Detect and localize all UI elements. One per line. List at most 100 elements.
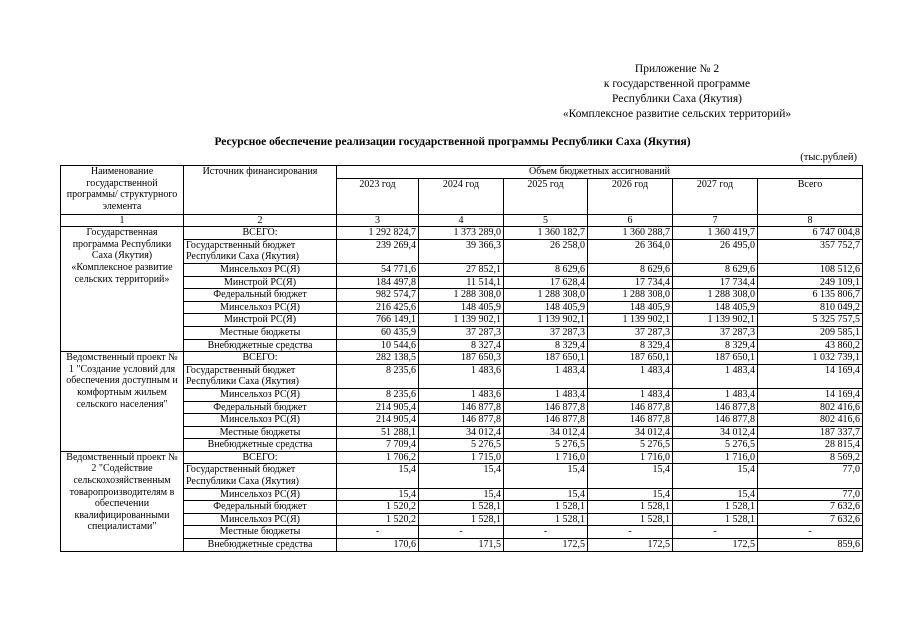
amount-cell: 17 734,4 <box>587 275 673 290</box>
appendix-header: Приложение № 2 к государственной програм… <box>527 62 827 122</box>
amount-cell: 15,4 <box>336 487 419 502</box>
amount-cell: - <box>336 525 419 540</box>
amount-cell: - <box>756 525 864 540</box>
amount-cell: 5 325 757,5 <box>756 313 864 327</box>
amount-cell: 1 360 288,7 <box>587 226 673 240</box>
amount-cell: 148 405,9 <box>503 300 588 315</box>
amount-cell: 1 483,4 <box>503 363 588 389</box>
amount-cell: 1 288 308,0 <box>672 288 758 302</box>
data-row: Государственная программа Республики Сах… <box>60 226 864 353</box>
funding-source: ВСЕГО: <box>183 226 337 240</box>
funding-source: ВСЕГО: <box>183 450 337 465</box>
funding-source: Минсельхоз РС(Я) <box>183 262 337 277</box>
number-cell: 2 <box>183 213 337 228</box>
funding-source: Минстрой РС(Я) <box>183 275 337 290</box>
amount-cell: - <box>587 525 673 540</box>
funding-source: Минстрой РС(Я) <box>183 313 337 327</box>
amount-cell: 187 650,3 <box>418 351 504 365</box>
year-cell: 2025 год <box>503 177 588 215</box>
year-cell: Всего <box>756 177 864 215</box>
amount-cell: 6 747 004,8 <box>756 226 864 240</box>
amount-cell: 15,4 <box>503 463 588 489</box>
amount-cell: 17 734,4 <box>672 275 758 290</box>
amount-cell: 51 288,1 <box>336 425 419 440</box>
data-row: Местные бюджеты - - - - - - <box>61 525 864 540</box>
amount-cell: 1 483,4 <box>672 387 758 402</box>
amount-cell: 184 497,8 <box>336 275 419 290</box>
amount-cell: 26 258,0 <box>503 238 588 264</box>
amount-cell: 34 012,4 <box>418 425 504 440</box>
amount-cell: 1 520,2 <box>336 512 419 527</box>
amount-cell: 15,4 <box>672 487 758 502</box>
amount-cell: 148 405,9 <box>587 300 673 315</box>
amount-cell: 146 877,8 <box>587 400 673 415</box>
amount-cell: 187 650,1 <box>672 351 758 365</box>
amount-cell: 1 716,0 <box>503 450 588 465</box>
header-cell: Наименование государственной программы/ … <box>60 165 184 215</box>
amount-cell: 766 149,1 <box>336 313 419 327</box>
amount-cell: 7 632,6 <box>756 512 864 527</box>
amount-cell: 249 109,1 <box>756 275 864 290</box>
funding-source: Минсельхоз РС(Я) <box>183 300 337 315</box>
amount-cell: 77,0 <box>756 463 864 489</box>
number-cell: 6 <box>587 213 673 228</box>
amount-cell: 171,5 <box>418 538 504 552</box>
element-name: Ведомственный проект № 2 "Содействие сел… <box>60 450 184 552</box>
amount-cell: - <box>418 525 504 540</box>
funding-source: Минсельхоз РС(Я) <box>183 413 337 427</box>
amount-cell: 60 435,9 <box>336 325 419 340</box>
amount-cell: 170,6 <box>336 538 419 552</box>
amount-cell: 8 569,2 <box>756 450 864 465</box>
header-row: 2023 год 2024 год 2025 год 2026 год 2027 год… <box>61 177 864 215</box>
element-name: Ведомственный проект № 1 "Создание услов… <box>60 351 184 452</box>
amount-cell: 10 544,6 <box>336 338 419 353</box>
amount-cell: 282 138,5 <box>336 351 419 365</box>
funding-source: Минсельхоз РС(Я) <box>183 512 337 527</box>
amount-cell: 39 366,3 <box>418 238 504 264</box>
header-line: «Комплексное развитие сельских территори… <box>562 108 792 120</box>
funding-source: Государственный бюджет Республики Саха (… <box>183 363 337 389</box>
number-cell: 5 <box>503 213 588 228</box>
amount-cell: 1 716,0 <box>587 450 673 465</box>
amount-cell: 8 629,6 <box>503 262 588 277</box>
document-title: Ресурсное обеспечение реализации государ… <box>214 136 691 148</box>
amount-cell: 15,4 <box>418 463 504 489</box>
amount-cell: 810 049,2 <box>756 300 864 315</box>
amount-cell: 859,6 <box>756 538 864 552</box>
data-row: Минсельхоз РС(Я) 15,4 15,4 15,4 15,4 15,4 77,0 <box>61 487 864 502</box>
data-row: Минсельхоз РС(Я) 1 520,2 1 528,1 1 528,1 1 5… <box>61 512 864 527</box>
amount-cell: 172,5 <box>587 538 673 552</box>
amount-cell: 1 528,1 <box>418 512 504 527</box>
amount-cell: 1 528,1 <box>418 500 504 514</box>
amount-cell: - <box>672 525 758 540</box>
amount-cell: 146 877,8 <box>672 400 758 415</box>
amount-cell: 34 012,4 <box>587 425 673 440</box>
funding-source: Внебюджетные средства <box>183 438 337 452</box>
data-row: Государственный бюджет Республики Саха (… <box>61 463 864 489</box>
amount-cell: 1 139 902,1 <box>672 313 758 327</box>
data-row: Федеральный бюджет 982 574,7 1 288 308,0 1 … <box>61 288 864 302</box>
funding-source: Федеральный бюджет <box>183 288 337 302</box>
data-row: Федеральный бюджет 214 905,4 146 877,8 146 … <box>61 400 864 415</box>
amount-cell: 14 169,4 <box>756 363 864 389</box>
amount-cell: 1 360 182,7 <box>503 226 588 240</box>
header-cell: Объем бюджетных ассигнований <box>335 165 864 179</box>
amount-cell: - <box>503 525 588 540</box>
amount-cell: 8 329,4 <box>587 338 673 353</box>
number-cell: 3 <box>336 213 419 228</box>
amount-cell: 1 528,1 <box>503 512 588 527</box>
amount-cell: 26 495,0 <box>672 238 758 264</box>
amount-cell: 8 629,6 <box>587 262 673 277</box>
amount-cell: 148 405,9 <box>418 300 504 315</box>
amount-cell: 146 877,8 <box>672 413 758 427</box>
number-cell: 1 <box>60 213 184 228</box>
amount-cell: 802 416,6 <box>756 413 864 427</box>
resource-table: Наименование государственной программы/ … <box>60 165 864 552</box>
amount-cell: 8 235,6 <box>336 363 419 389</box>
amount-cell: 1 483,6 <box>418 363 504 389</box>
amount-cell: 214 905,4 <box>336 400 419 415</box>
data-row: Внебюджетные средства 10 544,6 8 327,4 8 32… <box>61 338 864 353</box>
amount-cell: 15,4 <box>336 463 419 489</box>
funding-source: Внебюджетные средства <box>183 538 337 552</box>
